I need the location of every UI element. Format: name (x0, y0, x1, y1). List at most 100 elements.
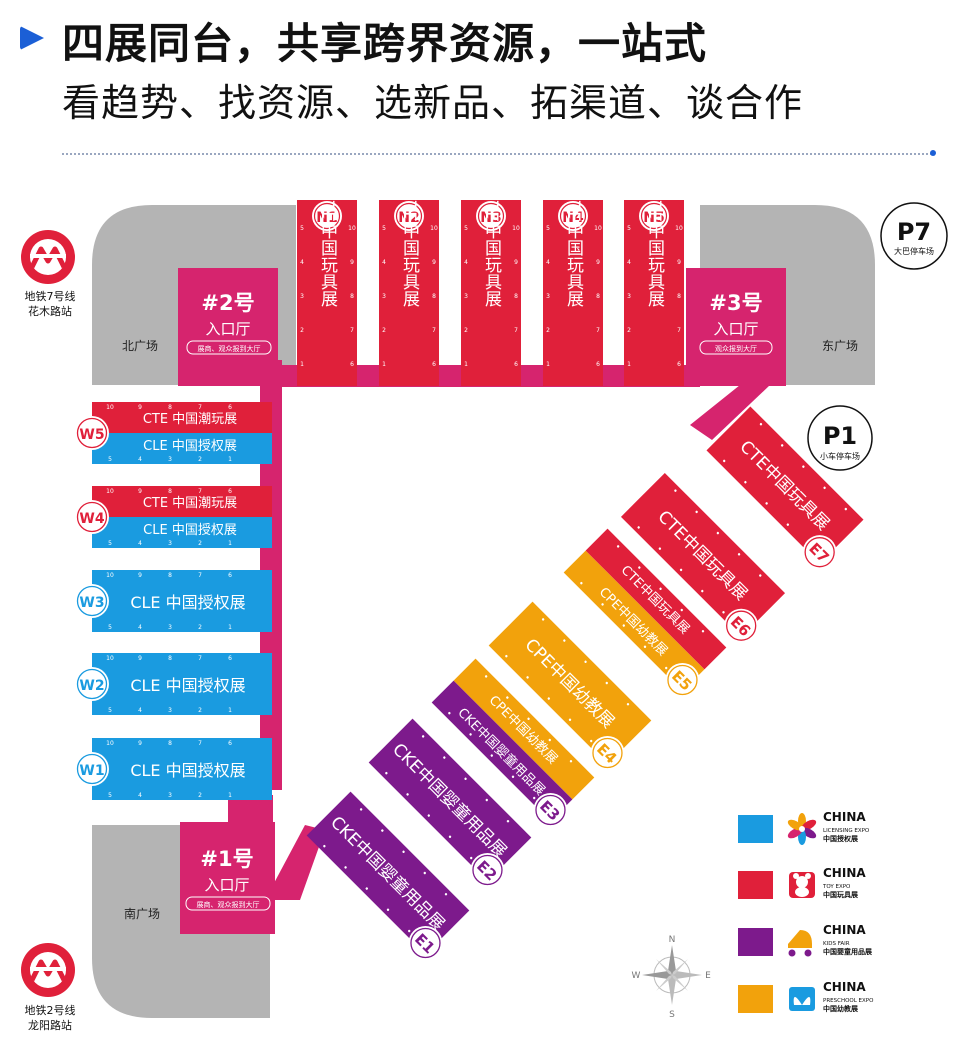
booth-number: 4 (138, 624, 142, 631)
hall-badge (312, 201, 342, 231)
parking-p1-code: P1 (823, 422, 857, 450)
hall-w2[interactable]: CLE 中国授权展 10 9 8 7 6 5 4 3 2 1 W2 (75, 653, 272, 715)
south-plaza-label: 南广场 (124, 906, 160, 921)
parking-p1-label: 小车停车场 (820, 451, 860, 461)
compass-rose-icon: N S E W (632, 935, 712, 1020)
booth-marker (385, 771, 388, 775)
hall-badge: E5 (665, 663, 700, 698)
booth-marker (563, 639, 566, 642)
booth-number: 8 (168, 655, 172, 662)
legend-cn: 中国幼教展 (823, 1004, 859, 1013)
booth-number: 10 (430, 225, 438, 232)
hall-label-bottom: CLE 中国授权展 (143, 522, 237, 538)
booth-number: 10 (106, 572, 114, 579)
hall-badge (394, 201, 424, 231)
star-swirl-icon (787, 813, 817, 845)
booth-marker (590, 739, 593, 743)
booth-number: 2 (464, 327, 468, 334)
booth-number: 3 (168, 707, 172, 714)
hall-w4[interactable]: CTE 中国潮玩展 CLE 中国授权展 10 9 8 7 6 5 4 3 2 1 W4 (75, 486, 272, 548)
metro-line7[interactable]: 地铁7号线 花木路站 (21, 230, 76, 318)
booth-number: 9 (138, 655, 142, 662)
parking-p7[interactable]: P7 大巴停车场 (880, 202, 948, 270)
hall-id: N5 (643, 210, 664, 226)
booth-marker (448, 711, 451, 715)
booth-number: 2 (198, 792, 202, 799)
booth-number: 1 (228, 792, 232, 799)
booth-number: 9 (138, 488, 142, 495)
booth-number: 5 (108, 792, 112, 799)
metro-line7-line: 地铁7号线 (25, 289, 76, 303)
parking-p7-code: P7 (897, 218, 931, 246)
parking-p7-label: 大巴停车场 (894, 246, 934, 256)
hall-label-bottom: CLE 中国授权展 (143, 438, 237, 454)
booth-marker (759, 422, 763, 426)
booth-marker (386, 908, 390, 911)
legend-sub: KIDS FAIR (823, 941, 850, 947)
booth-number: 3 (464, 293, 468, 300)
booth-marker (402, 850, 405, 853)
entrance-hall-2[interactable]: #2号 入口厅 展商、观众报到大厅 (178, 268, 278, 386)
booth-number: 9 (596, 259, 600, 266)
booth-marker (344, 866, 347, 869)
booth-number: 7 (198, 488, 202, 495)
legend-cn: 中国授权展 (823, 834, 859, 843)
booth-marker (568, 718, 572, 721)
booth-number: 1 (382, 361, 386, 368)
booth-marker (695, 510, 698, 514)
booth-marker (421, 735, 425, 738)
hall-id: W3 (79, 595, 104, 611)
legend-swatch (738, 928, 773, 956)
hall-id: N1 (316, 210, 337, 226)
booth-number: 7 (432, 327, 436, 334)
hall-w3[interactable]: CLE 中国授权展 10 9 8 7 6 5 4 3 2 1 W3 (75, 570, 272, 632)
booth-number: 2 (300, 327, 304, 334)
entrance-hall-1[interactable]: #1号 入口厅 展商、观众报到大厅 (180, 822, 275, 934)
legend-brand: CHINA (823, 810, 866, 824)
booth-number: 9 (350, 259, 354, 266)
hall-w1[interactable]: CLE 中国授权展 10 9 8 7 6 5 4 3 2 1 W1 (75, 738, 272, 800)
metro-line2[interactable]: 地铁2号线 龙阳路站 (21, 943, 76, 1032)
hall-label: CLE 中国授权展 (130, 761, 245, 780)
booth-marker (443, 756, 446, 759)
booth-number: 5 (300, 225, 304, 232)
booth-number: 8 (432, 293, 436, 300)
legend-sub: PRESCHOOL EXPO (823, 998, 874, 1004)
booth-marker (464, 777, 467, 780)
booth-marker (506, 696, 509, 699)
hall-w5[interactable]: CTE 中国潮玩展 CLE 中国授权展 10 9 8 7 6 5 4 3 2 1 W5 (75, 402, 272, 464)
booth-marker (506, 820, 510, 823)
entrance-hall-3[interactable]: #3号 入口厅 观众报到大厅 (686, 268, 786, 386)
booth-number: 3 (382, 293, 386, 300)
booth-number: 7 (350, 327, 354, 334)
booth-marker (485, 798, 488, 802)
booth-marker (381, 829, 384, 832)
booth-number: 2 (198, 624, 202, 631)
booth-number: 6 (228, 488, 232, 495)
booth-number: 10 (594, 225, 602, 232)
booth-marker (658, 547, 662, 550)
booth-marker (765, 502, 768, 505)
booth-marker (643, 645, 647, 648)
booth-number: 5 (108, 624, 112, 631)
booth-number: 5 (108, 540, 112, 547)
compass-s: S (669, 1010, 675, 1020)
booth-number: 1 (464, 361, 468, 368)
booth-number: 1 (228, 456, 232, 463)
booth-marker (444, 893, 448, 896)
hall-label: CTE中国玩具展 (644, 189, 665, 307)
legend-brand: CHINA (823, 866, 866, 880)
butterfly-book-icon (789, 987, 815, 1011)
hall-badge (639, 201, 669, 231)
booth-number: 1 (627, 361, 631, 368)
east-plaza-label: 东广场 (822, 339, 858, 353)
booth-number: 2 (198, 707, 202, 714)
parking-p1[interactable]: P1 小车停车场 (807, 405, 873, 471)
